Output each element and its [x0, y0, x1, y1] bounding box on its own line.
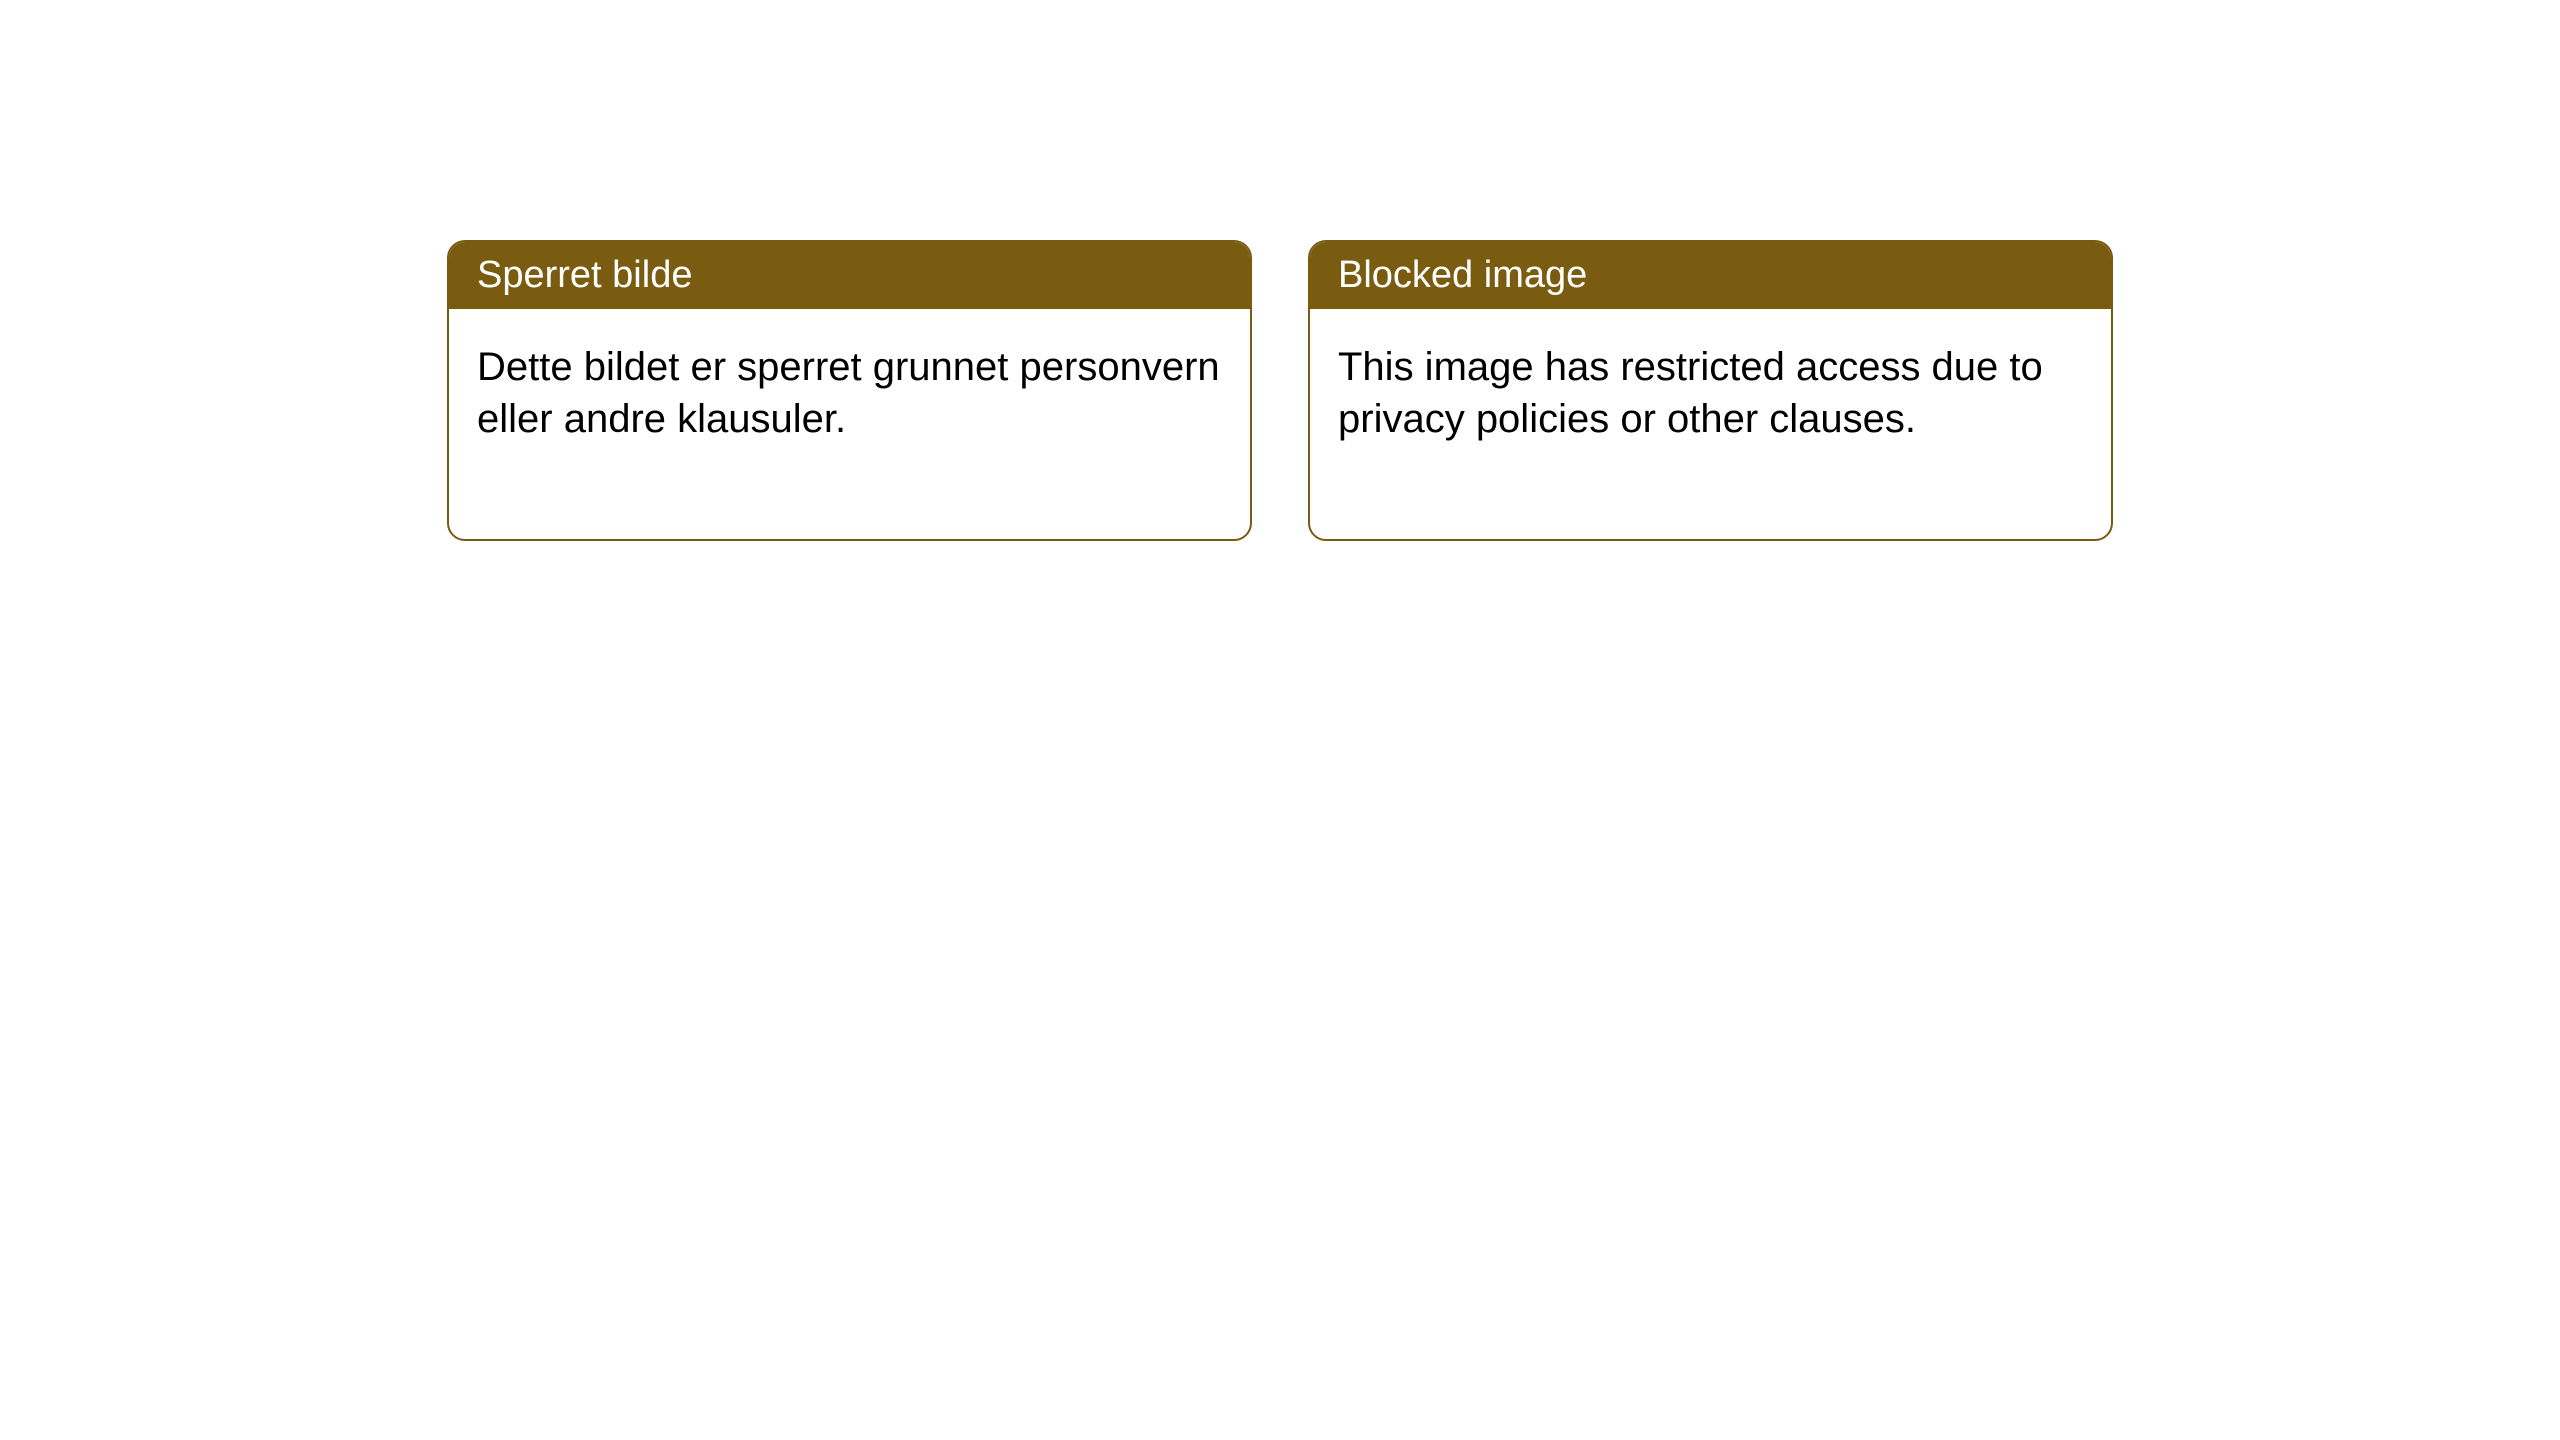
blocked-card-no: Sperret bilde Dette bildet er sperret gr… — [447, 240, 1252, 541]
card-body-en: This image has restricted access due to … — [1310, 309, 2111, 539]
blocked-card-en: Blocked image This image has restricted … — [1308, 240, 2113, 541]
card-text-no: Dette bildet er sperret grunnet personve… — [477, 345, 1220, 441]
card-text-en: This image has restricted access due to … — [1338, 345, 2043, 441]
card-body-no: Dette bildet er sperret grunnet personve… — [449, 309, 1250, 539]
card-container: Sperret bilde Dette bildet er sperret gr… — [447, 240, 2113, 541]
card-title-en: Blocked image — [1338, 254, 1587, 296]
card-header-en: Blocked image — [1310, 242, 2111, 309]
card-header-no: Sperret bilde — [449, 242, 1250, 309]
card-title-no: Sperret bilde — [477, 254, 692, 296]
